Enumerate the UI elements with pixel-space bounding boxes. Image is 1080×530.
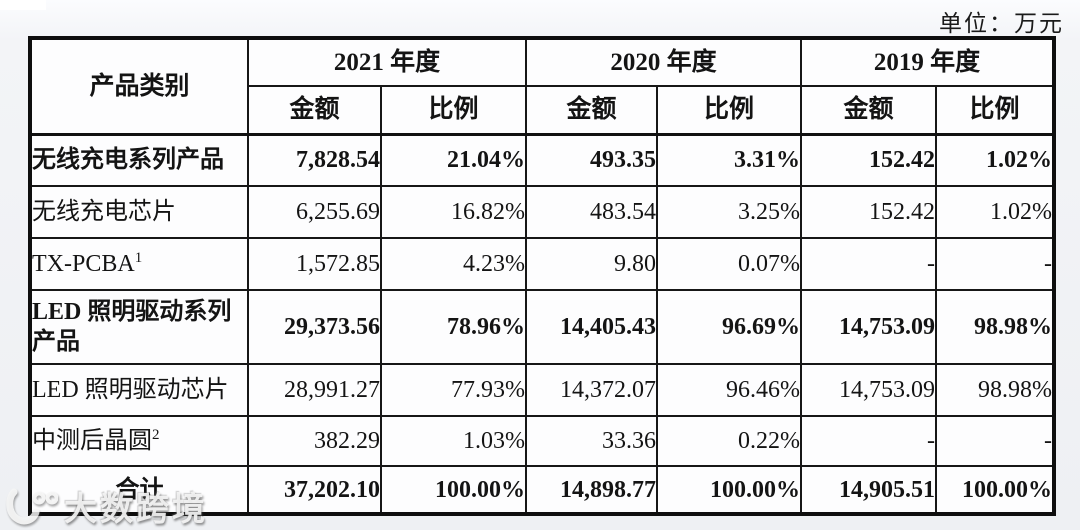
sub-header-amount-2020: 金额 [525,85,659,135]
ratio-cell: 0.22% [656,415,803,467]
ratio-cell: 3.31% [656,133,803,187]
ratio-cell: 4.23% [379,237,528,291]
sub-header-amount-2021: 金额 [247,85,382,135]
ratio-cell: 100.00% [935,465,1056,515]
sub-header-ratio-2021: 比例 [379,85,528,135]
col-header-product-category: 产品类别 [29,37,249,135]
row-label: LED 照明驱动系列产品 [29,289,249,365]
amount-cell: 14,753.09 [800,363,938,417]
sub-header-ratio-2019: 比例 [935,85,1056,135]
amount-cell: 14,905.51 [800,465,938,515]
footnote-superscript: 1 [134,250,143,266]
ratio-cell: 98.98% [935,289,1056,365]
top-left-white-strip [0,0,46,10]
ratio-cell: 77.93% [379,363,528,417]
ratio-cell: - [935,415,1056,467]
sub-header-ratio-2020: 比例 [656,85,803,135]
unit-label: 单位：万元 [939,11,1064,36]
amount-cell: 1,572.85 [247,237,382,291]
total-row: 合计 37,202.10 100.00% 14,898.77 100.00% 1… [29,465,1056,515]
row-label: TX-PCBA1 [29,237,249,291]
table-row: 无线充电芯片 6,255.69 16.82% 483.54 3.25% 152.… [29,185,1056,239]
table-row: LED 照明驱动系列产品 29,373.56 78.96% 14,405.43 … [29,289,1056,365]
year-header-2020: 2020 年度 [525,37,803,87]
row-label: LED 照明驱动芯片 [29,363,249,417]
amount-cell: 9.80 [525,237,659,291]
ratio-cell: 1.02% [935,185,1056,239]
ratio-cell: 1.02% [935,133,1056,187]
ratio-cell: 100.00% [656,465,803,515]
ratio-cell: 3.25% [656,185,803,239]
ratio-cell: 96.69% [656,289,803,365]
ratio-cell: 16.82% [379,185,528,239]
row-label: 中测后晶圆2 [29,415,249,467]
amount-cell: 14,372.07 [525,363,659,417]
ratio-cell: 78.96% [379,289,528,365]
table-row: TX-PCBA1 1,572.85 4.23% 9.80 0.07% - - [29,237,1056,291]
amount-cell: - [800,237,938,291]
amount-cell: 483.54 [525,185,659,239]
year-header-2021: 2021 年度 [246,37,528,87]
amount-cell: 7,828.54 [247,133,382,187]
amount-cell: 14,405.43 [525,289,659,365]
amount-cell: 493.35 [525,133,659,187]
footnote-superscript: 2 [152,427,160,443]
row-label: 无线充电系列产品 [29,133,249,187]
year-header-2019: 2019 年度 [800,37,1056,87]
table-row: 中测后晶圆2 382.29 1.03% 33.36 0.22% - - [29,415,1056,467]
ratio-cell: 98.98% [935,363,1056,417]
table-row: LED 照明驱动芯片 28,991.27 77.93% 14,372.07 96… [29,363,1056,417]
ratio-cell: 1.03% [379,415,528,467]
amount-cell: 382.29 [247,415,382,467]
amount-cell: 6,255.69 [247,185,382,239]
amount-cell: 14,898.77 [525,465,659,515]
amount-cell: 37,202.10 [247,465,382,515]
total-row-label: 合计 [29,465,249,515]
ratio-cell: 96.46% [656,363,803,417]
sub-header-amount-2019: 金额 [800,85,938,135]
amount-cell: 152.42 [800,185,938,239]
amount-cell: - [800,415,938,467]
amount-cell: 29,373.56 [247,289,382,365]
table-row: 无线充电系列产品 7,828.54 21.04% 493.35 3.31% 15… [29,133,1056,187]
row-label: 无线充电芯片 [29,185,249,239]
product-revenue-table: 产品类别 2021 年度 2020 年度 2019 年度 金额 比例 金额 比例… [28,36,1057,516]
amount-cell: 33.36 [525,415,659,467]
amount-cell: 28,991.27 [247,363,382,417]
amount-cell: 14,753.09 [800,289,938,365]
amount-cell: 152.42 [800,133,938,187]
ratio-cell: - [935,237,1056,291]
ratio-cell: 100.00% [379,465,528,515]
ratio-cell: 0.07% [656,237,803,291]
ratio-cell: 21.04% [379,133,528,187]
